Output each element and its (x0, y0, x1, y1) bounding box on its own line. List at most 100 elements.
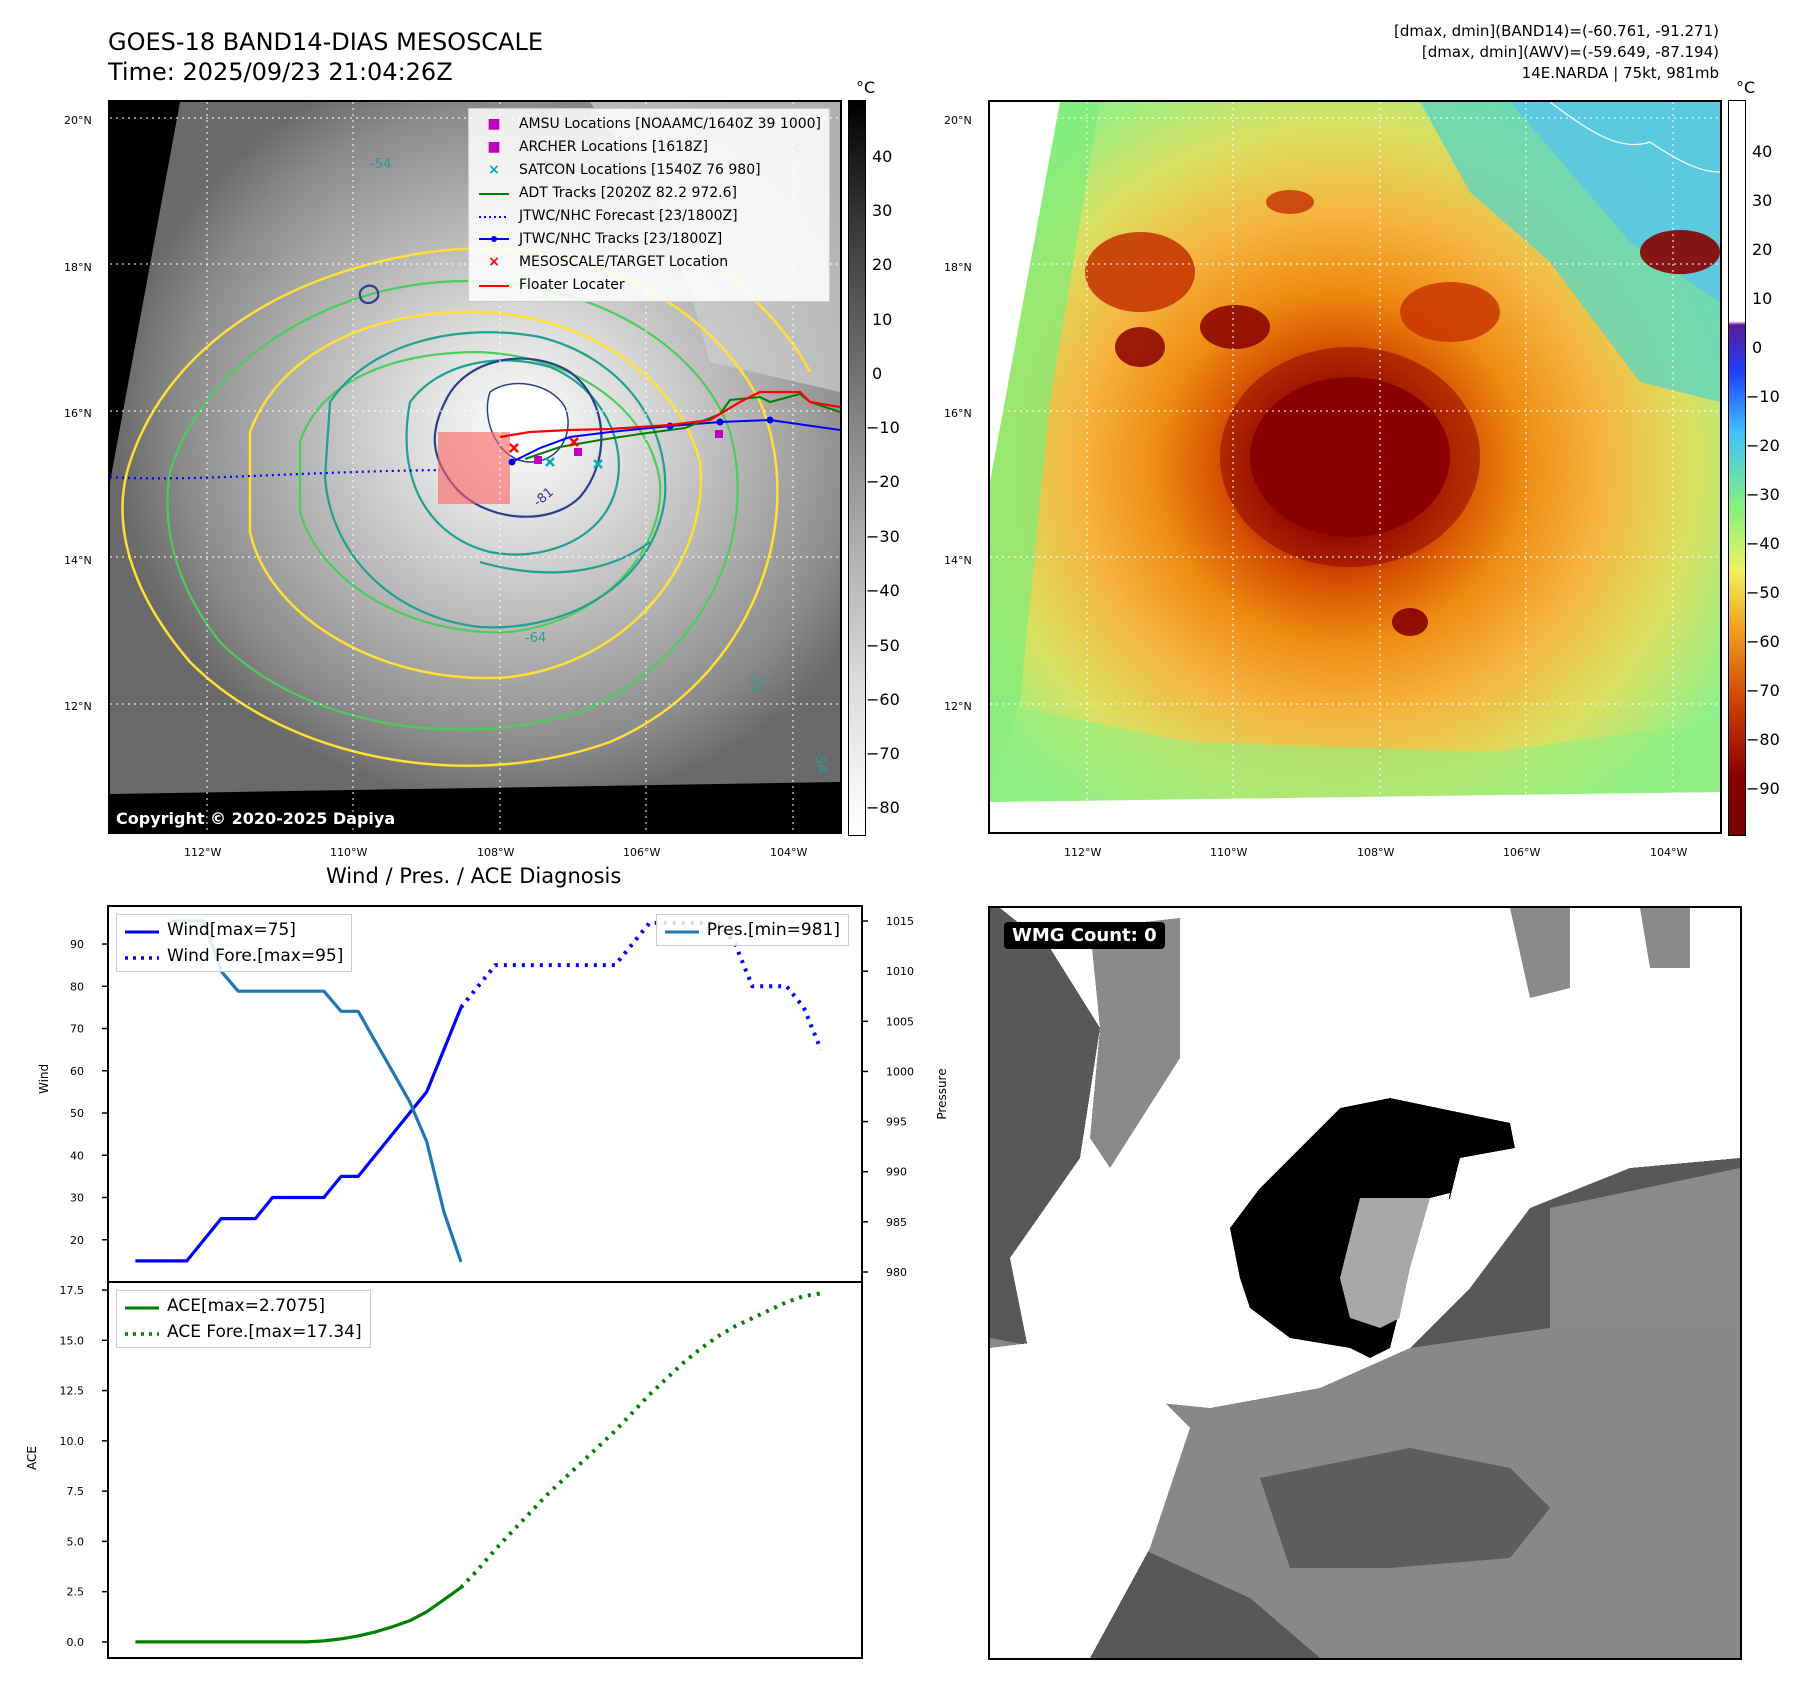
line-marker-icon (477, 274, 511, 297)
left-colorbar-unit: °C (856, 78, 876, 97)
lon-label: 110°W (1210, 846, 1248, 859)
right-colorbar (1728, 100, 1746, 836)
lon-label: 108°W (477, 846, 515, 859)
cb-tick: 10 (872, 310, 893, 329)
cb-tick: 20 (1752, 240, 1773, 259)
legend-ace: ACE[max=2.7075] (125, 1293, 362, 1319)
cb-tick: 30 (872, 201, 893, 220)
lat-label: 20°N (64, 114, 92, 127)
pressure-tick-label: 980 (886, 1266, 907, 1279)
band14-range: [dmax, dmin](BAND14)=(-60.761, -91.271) (1394, 22, 1719, 40)
ace-series-line (135, 1586, 462, 1644)
legend-pressure: Pres.[min=981] (664, 917, 840, 943)
pressure-series-line (169, 919, 463, 1263)
legend-amsu: ■ AMSU Locations [NOAAMC/1640Z 39 1000] (477, 113, 821, 136)
legend-target: × MESOSCALE/TARGET Location (477, 251, 821, 274)
line-marker-icon (125, 917, 159, 943)
legend-archer: ■ ARCHER Locations [1618Z] (477, 136, 821, 159)
left-colorbar (848, 100, 866, 836)
wind-tick-label: 80 (70, 980, 84, 993)
figure-time: Time: 2025/09/23 21:04:26Z (108, 58, 453, 86)
line-marker-icon (664, 917, 699, 943)
ace-ylabel: ACE (25, 1446, 39, 1470)
legend-ace-forecast: ACE Fore.[max=17.34] (125, 1319, 362, 1345)
wind-tick-label: 30 (70, 1192, 84, 1205)
cb-tick: −60 (1746, 632, 1780, 651)
legend-adt: ADT Tracks [2020Z 82.2 972.6] (477, 182, 821, 205)
pressure-tick-label: 1015 (886, 915, 914, 928)
cb-tick: −90 (1746, 779, 1780, 798)
pressure-legend: Pres.[min=981] (655, 914, 849, 946)
wmg-image (990, 908, 1740, 1658)
ace-tick-label: 5.0 (67, 1535, 85, 1548)
lon-label: 104°W (770, 846, 808, 859)
ace-tick-label: 0.0 (67, 1636, 85, 1649)
lat-label: 20°N (944, 114, 972, 127)
lat-label: 12°N (944, 700, 972, 713)
svg-text:-54: -54 (811, 750, 829, 774)
cb-tick: −30 (1746, 485, 1780, 504)
wind-tick-label: 70 (70, 1023, 84, 1036)
ace-tick-label: 7.5 (67, 1485, 85, 1498)
lon-label: 106°W (623, 846, 661, 859)
lat-label: 14°N (944, 554, 972, 567)
lon-label: 104°W (1650, 846, 1688, 859)
ace-tick-label: 17.5 (60, 1284, 85, 1297)
cb-tick: 20 (872, 255, 893, 274)
wind-tick-label: 40 (70, 1149, 84, 1162)
diag-title: Wind / Pres. / ACE Diagnosis (326, 864, 622, 888)
legend-satcon: × SATCON Locations [1540Z 76 980] (477, 159, 821, 182)
copyright: Copyright © 2020-2025 Dapiya (116, 809, 396, 828)
line-marker-icon (125, 1293, 159, 1319)
lat-label: 16°N (64, 407, 92, 420)
legend-jtwc-track: JTWC/NHC Tracks [23/1800Z] (477, 228, 821, 251)
ace-forecast-series-line (459, 1291, 822, 1589)
wmg-count-badge: WMG Count: 0 (1004, 922, 1165, 949)
legend-wind: Wind[max=75] (125, 917, 343, 943)
cb-tick: −70 (1746, 681, 1780, 700)
line-marker-icon (477, 182, 511, 205)
lon-label: 112°W (184, 846, 222, 859)
ace-legend: ACE[max=2.7075] ACE Fore.[max=17.34] (116, 1290, 371, 1348)
adt-track (524, 392, 840, 460)
jtwc-forecast-track (110, 468, 441, 480)
wind-tick-label: 60 (70, 1065, 84, 1078)
legend-floater: Floater Locater (477, 274, 821, 297)
svg-text:-31: -31 (746, 670, 764, 694)
floater-box (438, 432, 510, 504)
cb-tick: 10 (1752, 289, 1773, 308)
right-colorbar-unit: °C (1736, 78, 1756, 97)
cb-tick: −80 (866, 798, 900, 817)
x-marker-icon: × (488, 162, 500, 178)
square-marker-icon: ■ (487, 116, 501, 132)
figure-title: GOES-18 BAND14-DIAS MESOSCALE (108, 28, 544, 56)
ace-tick-label: 10.0 (60, 1435, 85, 1448)
awv-map-panel[interactable] (988, 100, 1722, 834)
wind-series-line (135, 1006, 463, 1263)
wmg-panel[interactable]: WMG Count: 0 (988, 906, 1742, 1660)
cb-tick: 30 (1752, 191, 1773, 210)
pressure-tick-label: 1000 (886, 1065, 914, 1078)
wind-legend: Wind[max=75] Wind Fore.[max=95] (116, 914, 353, 972)
x-marker-icon: × (488, 254, 500, 270)
wind-tick-label: 90 (70, 938, 84, 951)
ir-map-panel[interactable]: -81 -64 -54 -31 -54 ■ AMSU Locations [NOA… (108, 100, 842, 834)
cb-tick: 40 (1752, 142, 1773, 161)
wind-forecast-series-line (459, 920, 823, 1051)
legend-wind-forecast: Wind Fore.[max=95] (125, 943, 343, 969)
cb-tick: −10 (1746, 387, 1780, 406)
jtwc-track (511, 418, 840, 463)
dotted-line-icon (125, 943, 159, 969)
diag-chart: 90 80 70 60 50 40 30 20 1015 1010 1005 1000 995 990 9… (25, 905, 949, 1659)
dotted-line-icon (477, 205, 511, 228)
lat-label: 14°N (64, 554, 92, 567)
pressure-tick-label: 990 (886, 1166, 907, 1179)
svg-text:-64: -64 (525, 631, 546, 646)
cb-tick: −40 (1746, 534, 1780, 553)
pressure-tick-label: 985 (886, 1216, 907, 1229)
lon-label: 110°W (330, 846, 368, 859)
lat-label: 16°N (944, 407, 972, 420)
ace-tick-label: 15.0 (60, 1334, 85, 1347)
cb-tick: −20 (1746, 436, 1780, 455)
square-marker-icon: ■ (487, 139, 501, 155)
